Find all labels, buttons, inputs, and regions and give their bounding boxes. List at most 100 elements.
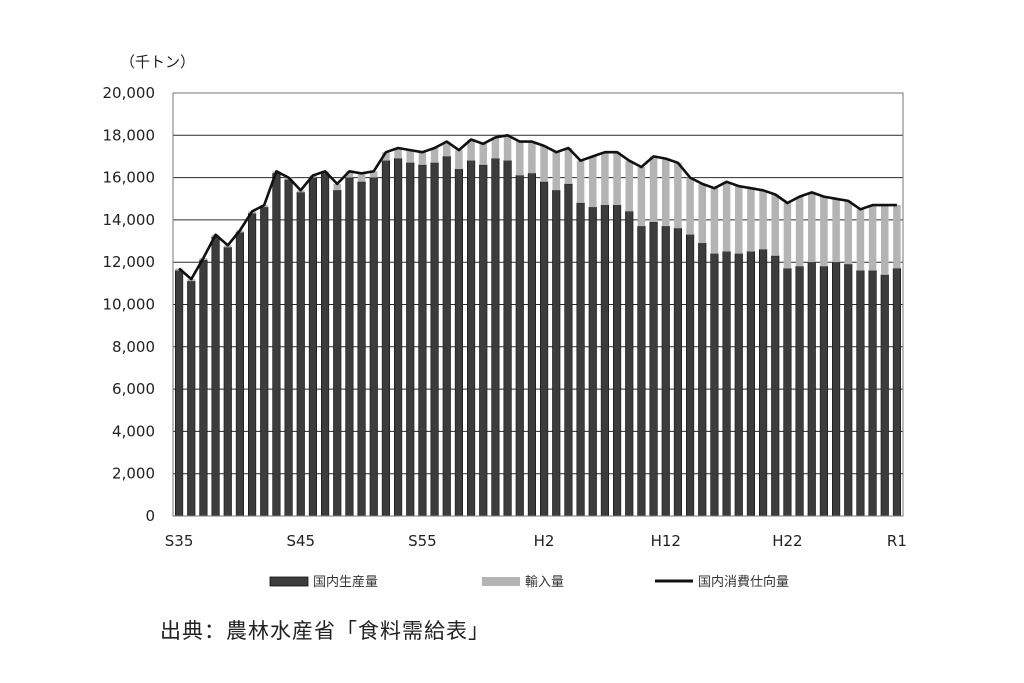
bar-domestic: [588, 206, 597, 517]
bar-domestic: [868, 270, 877, 517]
bar-imports: [430, 147, 439, 163]
legend-swatch-domestic: [269, 576, 309, 587]
source-citation: 出典：農林水産省「食料需給表」: [160, 619, 490, 643]
bar-domestic: [661, 225, 670, 517]
bar-imports: [698, 183, 707, 244]
bar-domestic: [223, 247, 232, 517]
bar-domestic: [479, 164, 488, 517]
bar-domestic: [321, 173, 330, 517]
grid: [173, 134, 903, 475]
bar-domestic: [503, 160, 512, 517]
bar-domestic: [491, 158, 500, 517]
bar-imports: [503, 135, 512, 161]
bar-imports: [734, 186, 743, 254]
bar-imports: [880, 205, 889, 275]
bar-domestic: [722, 251, 731, 517]
x-tick-label: S45: [286, 532, 315, 550]
plot-frame: [172, 92, 904, 517]
bar-imports: [394, 147, 402, 159]
x-tick-label: H22: [772, 532, 802, 550]
legend-label-imports: 輸入量: [525, 575, 564, 590]
y-axis: 20,000 18,000 16,000 14,000 12,000 10,000 8,00…: [103, 84, 156, 525]
bar-imports: [856, 209, 865, 271]
bar-domestic: [746, 251, 755, 517]
y-tick-label: 8,000: [112, 338, 155, 356]
bar-imports: [844, 200, 853, 265]
bar-domestic: [260, 206, 269, 517]
bar-imports: [406, 150, 415, 163]
bar-imports: [357, 173, 366, 182]
bar-imports: [795, 196, 804, 267]
bar-imports: [442, 141, 451, 157]
bar-domestic: [734, 253, 743, 517]
bar-domestic: [467, 160, 476, 517]
x-axis: S35 S45 S55 H2 H12 H22 R1: [165, 532, 907, 550]
bar-domestic: [454, 168, 463, 517]
bar-imports: [588, 156, 597, 208]
bar-domestic: [442, 156, 451, 517]
bar-imports: [759, 190, 767, 250]
bar-imports: [868, 205, 877, 271]
bar-imports: [783, 202, 792, 269]
y-tick-label: 12,000: [103, 253, 156, 271]
consumption-line: [178, 134, 897, 281]
bar-domestic: [308, 177, 317, 517]
bar-domestic: [686, 234, 695, 517]
legend: 国内生産量 輸入量 国内消費仕向量: [269, 574, 789, 590]
bar-imports: [661, 158, 670, 227]
bar-domestic: [369, 177, 378, 517]
bar-domestic: [710, 253, 719, 517]
y-tick-label: 0: [145, 507, 155, 525]
bar-imports: [686, 177, 694, 235]
bar-domestic: [698, 242, 707, 517]
bar-imports: [771, 194, 780, 256]
bar-domestic: [880, 274, 889, 517]
bar-domestic: [430, 162, 439, 517]
y-tick-label: 6,000: [112, 380, 155, 398]
bar-imports: [382, 152, 390, 161]
bar-domestic: [673, 228, 682, 517]
bar-imports: [333, 183, 342, 191]
bar-imports: [552, 152, 561, 191]
y-tick-label: 14,000: [103, 211, 156, 229]
x-tick-label: H2: [534, 532, 555, 550]
bar-domestic: [345, 177, 354, 517]
legend-label-domestic: 国内生産量: [313, 574, 378, 590]
bar-domestic: [418, 164, 427, 517]
bar-imports: [576, 160, 585, 203]
bar-imports: [674, 162, 682, 229]
bar-domestic: [844, 264, 853, 517]
bar-imports: [601, 152, 609, 206]
bar-domestic: [540, 181, 549, 517]
bar-domestic: [272, 173, 281, 517]
bar-imports: [893, 205, 901, 269]
bar-domestic: [576, 202, 585, 517]
bar-imports: [564, 147, 573, 184]
bar-domestic: [783, 268, 792, 517]
bar-domestic: [284, 179, 293, 517]
bar-imports: [479, 143, 488, 165]
bar-domestic: [211, 236, 220, 517]
y-tick-label: 16,000: [103, 169, 156, 187]
bar-domestic: [527, 173, 536, 517]
bar-domestic: [394, 158, 403, 517]
bar-domestic: [892, 268, 901, 517]
x-tick-label: H12: [651, 532, 681, 550]
bar-domestic: [625, 211, 634, 517]
legend-label-consumption: 国内消費仕向量: [698, 574, 789, 590]
bar-imports: [369, 171, 378, 178]
bar-imports: [832, 198, 840, 263]
y-tick-label: 10,000: [103, 296, 156, 314]
bars: [175, 135, 901, 517]
y-tick-label: 18,000: [103, 126, 156, 144]
bar-domestic: [381, 160, 390, 517]
bar-domestic: [515, 175, 524, 517]
y-tick-label: 4,000: [112, 422, 155, 440]
bar-imports: [613, 152, 621, 206]
bar-domestic: [856, 270, 865, 517]
bar-domestic: [235, 232, 244, 517]
bar-domestic: [175, 270, 184, 517]
bar-imports: [747, 188, 755, 252]
bar-domestic: [600, 204, 609, 517]
bar-domestic: [333, 189, 342, 517]
